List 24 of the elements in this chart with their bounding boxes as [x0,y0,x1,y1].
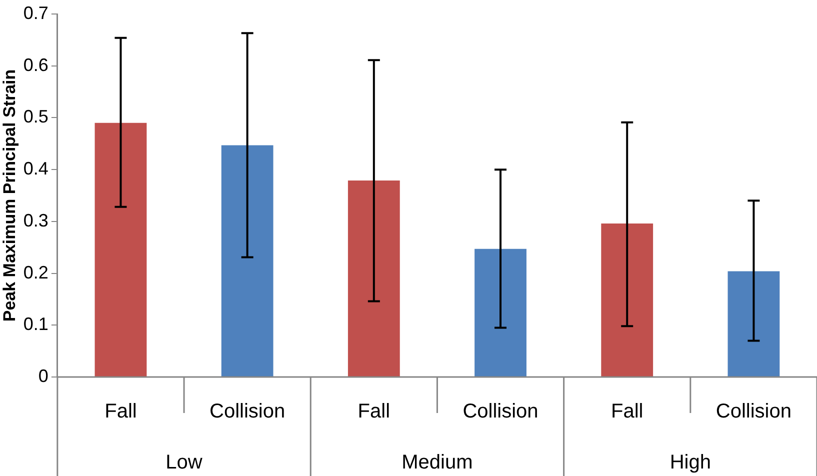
x-tick-label: High [670,452,711,474]
bar [348,180,400,376]
series-label: Fall [104,400,137,423]
y-tick-label: 0.5 [23,106,48,127]
x-tick-label: Low [166,452,203,474]
text: Collision [716,400,792,423]
y-tick-label: 0.3 [23,210,48,230]
text: Fall [358,400,390,423]
y-tick-label: 0 [38,366,48,386]
x-tick-label: Medium [402,452,473,474]
y-tick-label: 0.4 [23,158,48,179]
text: Fall [610,400,644,423]
y-tick-label: 0.6 [23,54,48,75]
y-axis-title: Peak Maximum Principal Strain [0,69,19,322]
bar [221,145,274,376]
bar [728,271,780,376]
series-label: Collision [462,400,538,423]
bar [94,122,147,376]
bar [601,224,654,376]
text: Collision [210,400,286,423]
y-tick-label: 0.1 [23,314,48,334]
y-tick-label: 0.7 [23,2,48,23]
bar [474,248,526,376]
y-tick-label: 0.2 [23,262,48,282]
